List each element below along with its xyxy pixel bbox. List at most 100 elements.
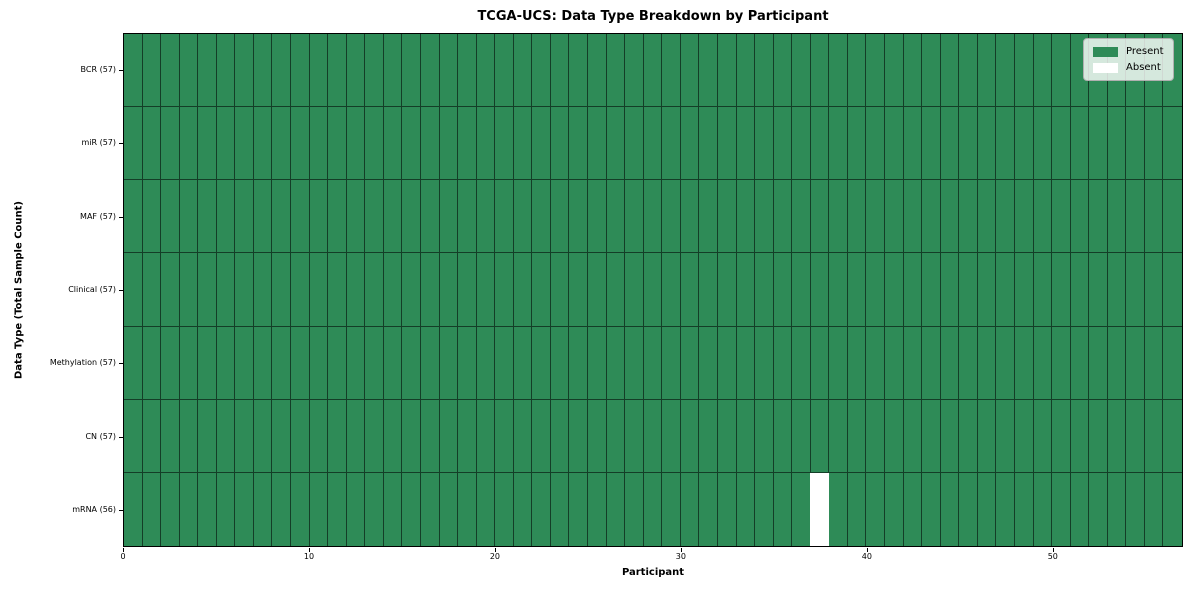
heatmap-cell [346, 399, 366, 473]
heatmap-cell [736, 253, 756, 327]
heatmap-cell [253, 34, 273, 108]
heatmap-cell [1033, 107, 1053, 181]
heatmap-cell [625, 472, 644, 546]
heatmap-cell [773, 253, 793, 327]
heatmap-cell [606, 34, 626, 108]
heatmap-cell [996, 472, 1015, 546]
heatmap-cell [1033, 326, 1053, 400]
heatmap-cell [1144, 472, 1164, 546]
heatmap-cell [1089, 253, 1108, 327]
heatmap-cell [402, 253, 421, 327]
heatmap-cell [588, 253, 607, 327]
heatmap-cell [1107, 399, 1127, 473]
heatmap-cell [1052, 180, 1071, 254]
heatmap-cell [532, 472, 551, 546]
heatmap-cell [1126, 326, 1145, 400]
heatmap-cell [476, 253, 496, 327]
heatmap-cell [680, 34, 700, 108]
heatmap-cell [458, 34, 477, 108]
heatmap-cell [977, 253, 997, 327]
heatmap-cell [680, 107, 700, 181]
heatmap-cell [1089, 107, 1108, 181]
heatmap-cell [959, 34, 978, 108]
heatmap-cell [736, 472, 756, 546]
heatmap-cell [847, 326, 867, 400]
heatmap-cell [161, 180, 180, 254]
heatmap-cell [142, 399, 162, 473]
heatmap-cell [550, 253, 570, 327]
heatmap-cell [420, 107, 440, 181]
heatmap-cell [977, 107, 997, 181]
heatmap-cell [662, 472, 681, 546]
heatmap-cell [179, 34, 199, 108]
x-tick-mark [309, 548, 310, 552]
heatmap-cell [1014, 399, 1034, 473]
heatmap-cell [903, 472, 923, 546]
heatmap-cell [198, 107, 217, 181]
heatmap-cell [588, 180, 607, 254]
heatmap-cell [328, 472, 347, 546]
heatmap-cell [606, 180, 626, 254]
heatmap-cell [1163, 107, 1182, 181]
heatmap-cell [922, 326, 941, 400]
heatmap-cell [235, 326, 254, 400]
heatmap-cell [773, 472, 793, 546]
heatmap-cell [458, 253, 477, 327]
heatmap-cell [699, 34, 718, 108]
heatmap-cell [940, 472, 960, 546]
heatmap-cell [198, 253, 217, 327]
heatmap-cell [235, 399, 254, 473]
x-axis-label: Participant [621, 567, 685, 578]
heatmap-cell [124, 253, 143, 327]
heatmap-cell [625, 180, 644, 254]
heatmap-cell [309, 180, 329, 254]
heatmap-cell [124, 472, 143, 546]
heatmap-cell [773, 107, 793, 181]
x-tick-label: 50 [1047, 552, 1058, 561]
heatmap-cell [161, 399, 180, 473]
heatmap-cell [420, 326, 440, 400]
heatmap-cell [161, 326, 180, 400]
heatmap-cell [773, 326, 793, 400]
heatmap-cell [588, 326, 607, 400]
y-tick-label: CN (57) [85, 431, 116, 441]
heatmap-cell [810, 326, 830, 400]
heatmap-cell [476, 326, 496, 400]
heatmap-cell [829, 34, 848, 108]
heatmap-cell [1070, 107, 1090, 181]
heatmap-cell [402, 180, 421, 254]
heatmap-cell [402, 34, 421, 108]
heatmap-cell [885, 180, 904, 254]
heatmap-cell [458, 472, 477, 546]
heatmap-cell [680, 399, 700, 473]
heatmap-cell [291, 180, 310, 254]
y-tick-label: Methylation (57) [49, 358, 116, 368]
heatmap-cell [532, 107, 551, 181]
heatmap-cell [699, 472, 718, 546]
chart-title: TCGA-UCS: Data Type Breakdown by Partici… [477, 9, 829, 24]
heatmap-cell [402, 472, 421, 546]
heatmap-cell [588, 399, 607, 473]
heatmap-cell [439, 253, 459, 327]
heatmap-cell [810, 253, 830, 327]
heatmap-cell [977, 180, 997, 254]
heatmap-cell [643, 253, 663, 327]
heatmap-cell [1052, 326, 1071, 400]
heatmap-cell [1163, 399, 1182, 473]
y-tick-label: MAF (57) [80, 211, 116, 221]
heatmap-cell [476, 107, 496, 181]
heatmap-cell [346, 326, 366, 400]
heatmap-cell [1014, 253, 1034, 327]
heatmap-cell [792, 180, 811, 254]
heatmap-cell [903, 107, 923, 181]
heatmap-cell [1070, 399, 1090, 473]
heatmap-cell [439, 326, 459, 400]
heatmap-cell [309, 34, 329, 108]
heatmap-cell [717, 399, 737, 473]
heatmap-cell [1052, 107, 1071, 181]
heatmap-cell [309, 253, 329, 327]
heatmap-cell [922, 399, 941, 473]
heatmap-cell [940, 180, 960, 254]
heatmap-cell [179, 472, 199, 546]
